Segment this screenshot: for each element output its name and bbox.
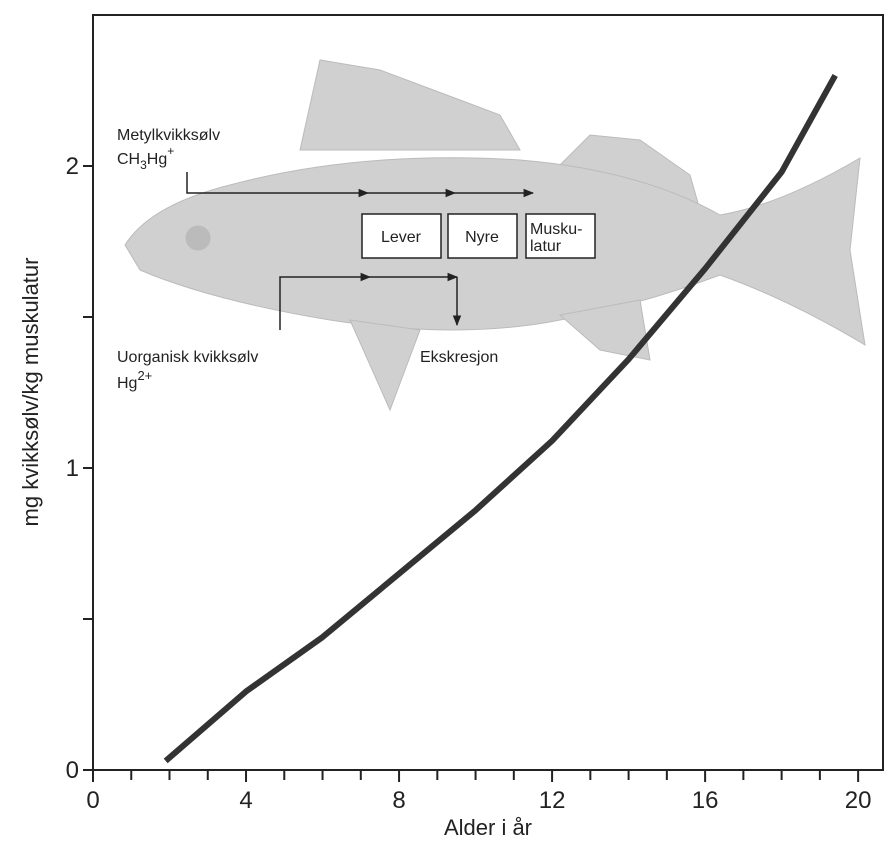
- x-tick-label: 20: [845, 787, 872, 814]
- annotation: latur: [530, 238, 562, 255]
- annotations: Metylkvikksølv CH3Hg+ Lever Nyre Musku- …: [117, 127, 596, 392]
- annotation: Musku-: [530, 221, 582, 238]
- x-tick-label: 16: [692, 787, 719, 814]
- plot-frame: [92, 14, 884, 771]
- y-tick-label: 2: [66, 153, 79, 180]
- annotation: CH3Hg+: [117, 144, 174, 172]
- y-tick-label: 0: [66, 757, 79, 784]
- annotation: Nyre: [465, 229, 499, 246]
- annotation: Uorganisk kvikksølv: [117, 349, 258, 366]
- annotation: Ekskresjon: [420, 349, 498, 366]
- x-tick-label: 12: [539, 787, 566, 814]
- x-tick-label: 0: [86, 787, 99, 814]
- x-axis-label: Alder i år: [444, 815, 532, 840]
- annotation: Hg2+: [117, 368, 152, 392]
- line: [163, 73, 838, 764]
- y-tick-label: 1: [66, 455, 79, 482]
- annotation: Metylkvikksølv: [117, 127, 220, 144]
- x-tick-label: 4: [239, 787, 252, 814]
- x-tick-label: 8: [392, 787, 405, 814]
- annotation: Lever: [381, 229, 422, 246]
- y-axis-label: mg kvikksølv/kg muskulatur: [18, 258, 43, 527]
